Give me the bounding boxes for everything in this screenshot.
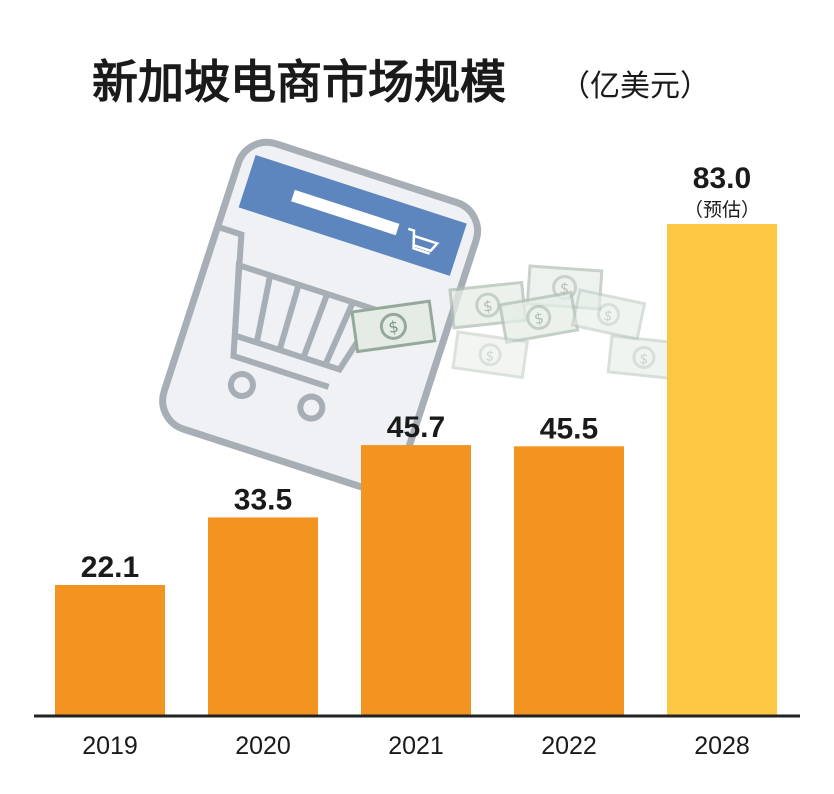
dollar-bill-icon: $ $ $ $ $ — [350, 264, 682, 381]
shopping-cart-icon — [216, 223, 383, 422]
bar-group — [55, 224, 777, 716]
svg-text:$: $ — [638, 351, 649, 368]
chart-subtitle: （亿美元） — [560, 69, 710, 104]
x-tick-label-2020: 2020 — [235, 732, 291, 760]
annotation-group: （预估） — [684, 199, 760, 221]
value-label-2021: 45.7 — [387, 411, 445, 444]
svg-text:$: $ — [559, 279, 570, 298]
x-tick-label-2019: 2019 — [82, 732, 138, 760]
value-label-group: 22.1 33.5 45.7 45.5 83.0 — [81, 162, 751, 584]
x-tick-label-2022: 2022 — [541, 732, 597, 760]
bar-2028 — [667, 224, 777, 716]
svg-text:$: $ — [482, 297, 493, 316]
x-tick-label-2028: 2028 — [694, 732, 750, 760]
bar-2020 — [208, 517, 318, 716]
value-label-2020: 33.5 — [234, 483, 292, 516]
annotation-2028: （预估） — [684, 199, 760, 221]
bar-2019 — [55, 584, 165, 716]
value-label-2022: 45.5 — [540, 412, 598, 445]
chart-title: 新加坡电商市场规模 — [92, 55, 506, 109]
svg-text:$: $ — [533, 309, 546, 328]
x-tick-label-2021: 2021 — [388, 732, 444, 760]
svg-text:$: $ — [602, 308, 614, 326]
bar-2022 — [514, 446, 624, 716]
svg-text:$: $ — [484, 348, 495, 365]
svg-text:$: $ — [387, 317, 400, 337]
value-label-2028: 83.0 — [693, 162, 751, 195]
shopping-cart-icon — [407, 227, 440, 255]
value-label-2019: 22.1 — [81, 551, 139, 584]
phone-illustration: $ $ $ $ $ — [159, 138, 682, 493]
x-axis-tick-labels: 2019 2020 2021 2022 2028 — [82, 732, 750, 760]
bar-2021 — [361, 445, 471, 716]
